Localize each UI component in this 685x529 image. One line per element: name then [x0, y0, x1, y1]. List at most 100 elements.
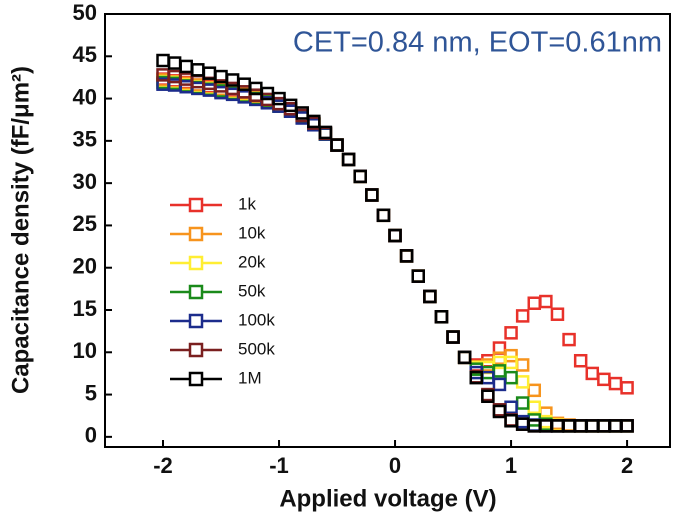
marker	[469, 370, 484, 385]
marker	[608, 419, 623, 433]
y-tick-label: 35	[73, 127, 97, 152]
series	[156, 72, 634, 395]
legend-label: 10k	[238, 223, 266, 242]
series	[156, 74, 634, 433]
x-tick-label: 2	[621, 453, 633, 478]
legend-marker	[188, 226, 204, 242]
marker	[411, 269, 425, 283]
y-tick-label: 5	[85, 380, 97, 405]
x-tick-label: 1	[505, 453, 517, 478]
marker	[608, 419, 623, 433]
marker	[446, 330, 460, 344]
marker	[620, 419, 634, 433]
marker	[330, 138, 344, 152]
marker	[399, 249, 414, 263]
marker	[411, 269, 425, 283]
marker	[539, 294, 553, 309]
legend-marker	[188, 371, 204, 387]
marker	[457, 350, 472, 365]
marker	[411, 269, 425, 283]
marker	[365, 188, 379, 202]
marker	[585, 366, 600, 381]
marker	[608, 419, 623, 433]
marker	[434, 310, 449, 324]
marker	[341, 152, 356, 167]
marker	[341, 152, 356, 167]
marker	[411, 269, 425, 283]
marker	[608, 419, 623, 433]
y-tick-label: 10	[73, 338, 97, 363]
marker	[515, 375, 530, 389]
marker	[562, 332, 576, 347]
marker	[399, 249, 414, 263]
marker	[388, 228, 402, 243]
marker	[156, 53, 170, 68]
marker	[423, 289, 437, 304]
marker	[597, 419, 611, 433]
marker	[446, 330, 460, 344]
marker	[341, 152, 356, 167]
marker	[365, 188, 379, 202]
marker	[597, 419, 611, 433]
marker	[295, 106, 309, 120]
marker	[365, 188, 379, 202]
marker	[434, 310, 449, 324]
legend-marker	[188, 284, 204, 300]
marker	[388, 228, 402, 243]
marker	[608, 419, 623, 433]
marker	[620, 419, 634, 433]
marker	[585, 419, 600, 433]
marker	[191, 63, 205, 77]
marker	[330, 138, 344, 152]
marker	[388, 228, 402, 243]
x-tick-label: -1	[269, 453, 289, 478]
legend-label: 20k	[238, 252, 266, 271]
y-tick-label: 45	[73, 42, 97, 67]
marker	[353, 169, 367, 184]
legend-label: 50k	[238, 281, 266, 300]
marker	[283, 98, 298, 113]
marker	[527, 400, 542, 415]
marker	[492, 404, 507, 419]
marker	[515, 358, 530, 372]
marker	[388, 228, 402, 243]
legend-marker	[188, 313, 204, 329]
marker	[411, 269, 425, 283]
marker	[434, 310, 449, 324]
marker	[504, 370, 518, 385]
marker	[573, 419, 588, 433]
marker	[318, 125, 333, 140]
legend-label: 500k	[238, 339, 275, 358]
marker	[376, 208, 391, 223]
marker	[423, 289, 437, 304]
marker	[550, 307, 565, 321]
marker	[365, 188, 379, 202]
marker	[446, 330, 460, 344]
marker	[399, 249, 414, 263]
marker	[585, 419, 600, 433]
marker	[399, 249, 414, 263]
marker	[457, 350, 472, 365]
marker	[353, 169, 367, 184]
marker	[353, 169, 367, 184]
marker	[399, 249, 414, 263]
marker	[446, 330, 460, 344]
plot-frame	[104, 13, 671, 448]
marker	[573, 419, 588, 433]
marker	[434, 310, 449, 324]
y-tick-label: 30	[73, 169, 97, 194]
marker	[573, 419, 588, 433]
marker	[272, 91, 286, 106]
marker	[620, 419, 634, 433]
marker	[481, 353, 495, 368]
marker	[597, 419, 611, 433]
marker	[446, 330, 460, 344]
series	[156, 68, 634, 433]
marker	[527, 383, 542, 398]
marker	[434, 310, 449, 324]
y-tick-label: 20	[73, 254, 97, 279]
marker	[492, 377, 507, 392]
marker	[399, 249, 414, 263]
y-tick-label: 25	[73, 211, 97, 236]
